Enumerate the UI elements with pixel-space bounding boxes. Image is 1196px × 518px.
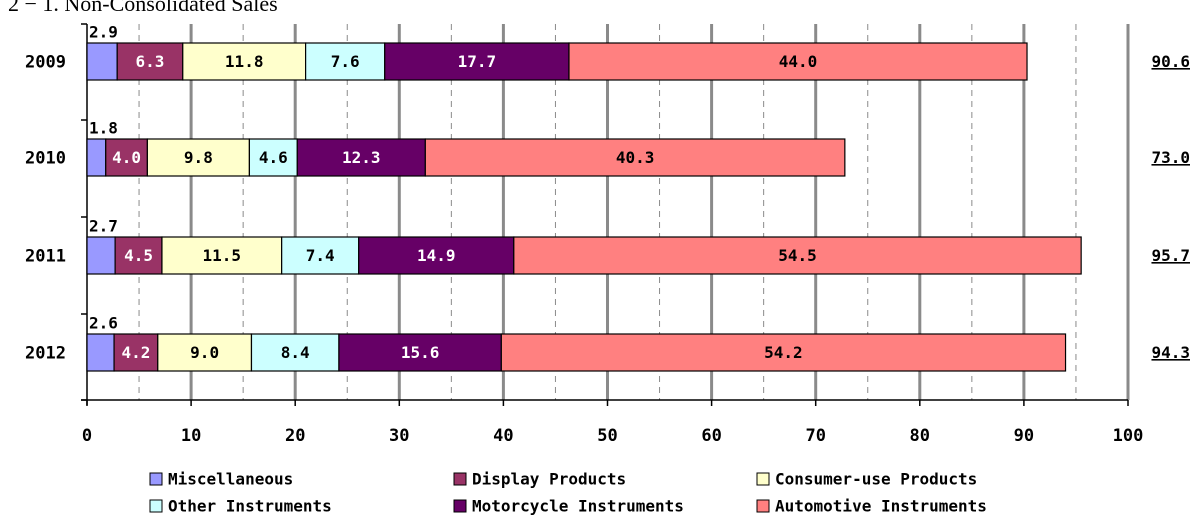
bar-automotive-instruments-2011 — [513, 236, 1082, 275]
bar-automotive-instruments-2009 — [568, 42, 1028, 81]
label-consumer-use-products-2009: 11.8 — [225, 52, 264, 71]
bar-miscellaneous-2010 — [86, 138, 107, 177]
total-label-2011: 95.7 — [1151, 246, 1190, 265]
bar-display-products-2009 — [116, 42, 184, 81]
total-labels: 90.6 73.0 95.7 94.3 — [1151, 52, 1190, 362]
bar-consumer-use-products-2011 — [161, 236, 283, 275]
chart-heading: 2 − 1. Non-Consolidated Sales — [8, 0, 278, 16]
legend-label-motorcycle-instruments: Motorcycle Instruments — [472, 497, 684, 516]
legend: Miscellaneous Display Products Consumer-us… — [149, 470, 987, 516]
x-tick-label-80: 80 — [910, 426, 930, 446]
legend-label-miscellaneous: Miscellaneous — [168, 470, 293, 489]
label-consumer-use-products-2010: 9.8 — [184, 148, 213, 167]
label-display-products-2009: 6.3 — [136, 52, 165, 71]
bar-motorcycle-instruments-2010 — [296, 138, 426, 177]
legend-label-display-products: Display Products — [472, 470, 626, 489]
label-other-instruments-2012: 8.4 — [281, 343, 310, 362]
x-tick-label-100: 100 — [1113, 426, 1144, 446]
label-miscellaneous-2010: 1.8 — [89, 119, 118, 138]
x-tick-label-40: 40 — [493, 426, 513, 446]
legend-swatch-automotive-instruments — [756, 499, 770, 513]
x-tick-label-70: 70 — [805, 426, 825, 446]
total-label-2010: 73.0 — [1151, 148, 1190, 167]
bar-miscellaneous-2012 — [86, 333, 115, 372]
label-automotive-instruments-2010: 40.3 — [616, 148, 655, 167]
label-motorcycle-instruments-2012: 15.6 — [401, 343, 440, 362]
label-consumer-use-products-2011: 11.5 — [203, 246, 242, 265]
label-automotive-instruments-2009: 44.0 — [779, 52, 818, 71]
bar-automotive-instruments-2010 — [424, 138, 846, 177]
label-automotive-instruments-2011: 54.5 — [778, 246, 817, 265]
bar-display-products-2010 — [105, 138, 148, 177]
x-axis-ticks: 0 10 20 30 40 50 60 70 80 90 100 — [82, 426, 1143, 446]
x-tick-label-20: 20 — [285, 426, 305, 446]
legend-swatch-display-products — [453, 472, 467, 486]
bar-automotive-instruments-2012 — [500, 333, 1067, 372]
label-display-products-2011: 4.5 — [124, 246, 153, 265]
legend-swatch-motorcycle-instruments — [453, 499, 467, 513]
bar-display-products-2011 — [114, 236, 163, 275]
label-consumer-use-products-2012: 9.0 — [190, 343, 219, 362]
bar-segments — [86, 42, 1082, 372]
x-tick-label-10: 10 — [181, 426, 201, 446]
label-display-products-2010: 4.0 — [112, 148, 141, 167]
segment-labels: 2.9 6.3 11.8 7.6 17.7 44.0 1.8 4.0 9.8 4.6 12.3 40.… — [89, 23, 817, 363]
year-label-2009: 2009 — [25, 53, 66, 73]
total-label-2012: 94.3 — [1151, 343, 1190, 362]
bar-miscellaneous-2011 — [86, 236, 116, 275]
bar-miscellaneous-2009 — [86, 42, 118, 81]
label-automotive-instruments-2012: 54.2 — [764, 343, 803, 362]
bar-motorcycle-instruments-2011 — [358, 236, 515, 275]
legend-label-consumer-use-products: Consumer-use Products — [775, 470, 977, 489]
legend-swatch-miscellaneous — [149, 472, 163, 486]
bar-consumer-use-products-2009 — [182, 42, 307, 81]
year-label-2011: 2011 — [25, 247, 66, 267]
x-tick-label-50: 50 — [597, 426, 617, 446]
bar-motorcycle-instruments-2012 — [338, 333, 502, 372]
legend-label-automotive-instruments: Automotive Instruments — [775, 497, 987, 516]
bar-motorcycle-instruments-2009 — [384, 42, 570, 81]
legend-label-other-instruments: Other Instruments — [168, 497, 332, 516]
total-label-2009: 90.6 — [1151, 52, 1190, 71]
bar-other-instruments-2010 — [248, 138, 298, 177]
x-tick-label-30: 30 — [389, 426, 409, 446]
x-tick-label-60: 60 — [701, 426, 721, 446]
label-other-instruments-2011: 7.4 — [306, 246, 335, 265]
label-miscellaneous-2012: 2.6 — [89, 314, 118, 333]
legend-swatch-other-instruments — [149, 499, 163, 513]
bar-consumer-use-products-2012 — [157, 333, 253, 372]
label-display-products-2012: 4.2 — [121, 343, 150, 362]
label-motorcycle-instruments-2011: 14.9 — [417, 246, 456, 265]
x-tick-label-90: 90 — [1014, 426, 1034, 446]
label-other-instruments-2009: 7.6 — [331, 52, 360, 71]
legend-swatch-consumer-use-products — [756, 472, 770, 486]
bar-other-instruments-2011 — [281, 236, 360, 275]
label-motorcycle-instruments-2009: 17.7 — [458, 52, 497, 71]
label-miscellaneous-2009: 2.9 — [89, 23, 118, 42]
label-other-instruments-2010: 4.6 — [259, 148, 288, 167]
label-miscellaneous-2011: 2.7 — [89, 217, 118, 236]
year-labels: 2009 2010 2011 2012 — [25, 53, 66, 364]
label-motorcycle-instruments-2010: 12.3 — [342, 148, 381, 167]
x-tick-label-0: 0 — [82, 426, 92, 446]
year-label-2012: 2012 — [25, 344, 66, 364]
year-label-2010: 2010 — [25, 149, 66, 169]
